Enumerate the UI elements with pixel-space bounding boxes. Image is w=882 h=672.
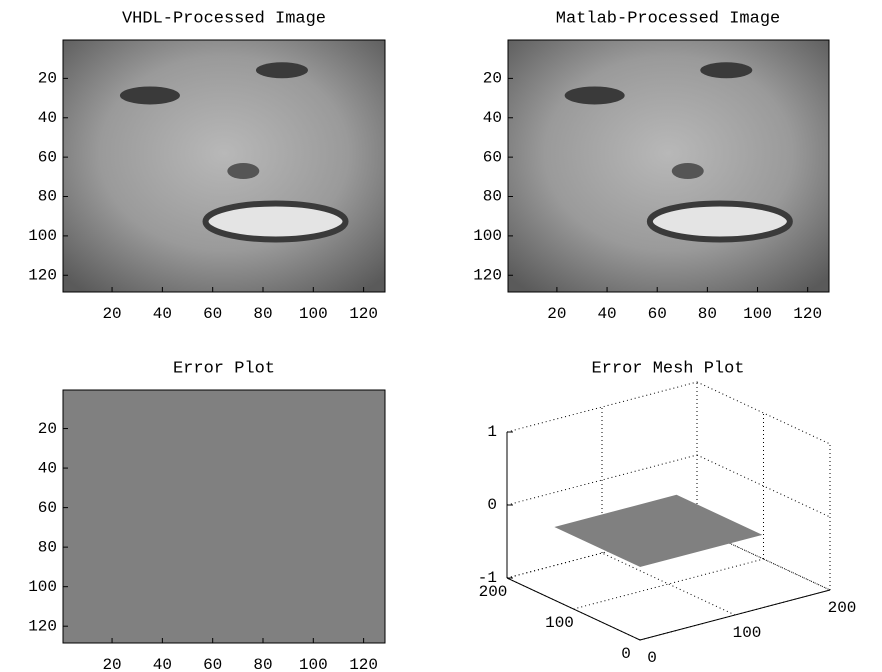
y-tick-label: 20: [38, 70, 57, 88]
x-tick-label: 0: [647, 649, 657, 667]
x-tick-label: 120: [349, 656, 378, 672]
y-tick-label: 120: [28, 266, 57, 284]
image-nose: [227, 163, 259, 179]
grid-line: [602, 553, 735, 615]
image-eye: [120, 86, 180, 104]
z-tick-label: 1: [487, 423, 497, 441]
image: [508, 40, 829, 292]
x-tick-label: 20: [102, 656, 121, 672]
x-tick-label: 80: [253, 305, 272, 323]
z-tick-label: 0: [487, 496, 497, 514]
y-tick-label: 20: [483, 70, 502, 88]
y-tick-label: 60: [38, 499, 57, 517]
y-tick-label: 120: [28, 617, 57, 635]
y-tick-label: 120: [473, 266, 502, 284]
x-tick-label: 100: [299, 305, 328, 323]
figure: 2040608010012020406080100120VHDL-Process…: [0, 0, 882, 672]
x-tick-label: 60: [203, 305, 222, 323]
y-tick-label: 80: [38, 538, 57, 556]
image-eye: [700, 62, 752, 78]
x-tick-label: 120: [793, 305, 822, 323]
y-tick-label: 0: [621, 645, 631, 663]
image: [63, 40, 385, 292]
y-tick-label: 80: [38, 188, 57, 206]
grid-line: [574, 559, 764, 609]
image: [63, 390, 385, 643]
x-tick-label: 60: [648, 305, 667, 323]
chart-title: Error Mesh Plot: [591, 359, 744, 378]
z-tick-label: -1: [478, 569, 497, 587]
x-tick-label: 20: [102, 305, 121, 323]
x-tick-label: 80: [253, 656, 272, 672]
x-tick-label: 100: [733, 624, 762, 642]
y-tick-label: 40: [38, 459, 57, 477]
y-tick-label: 100: [545, 614, 574, 632]
image-nose: [672, 163, 704, 179]
x-tick-label: 40: [153, 656, 172, 672]
x-tick-label: 100: [299, 656, 328, 672]
y-tick-label: 60: [38, 148, 57, 166]
x-tick-label: 200: [828, 599, 857, 617]
image-mouth: [650, 203, 790, 239]
image-eye: [565, 86, 625, 104]
y-tick-label: 100: [28, 578, 57, 596]
chart-title: VHDL-Processed Image: [122, 9, 326, 28]
x-tick-label: 40: [597, 305, 616, 323]
x-tick-label: 80: [698, 305, 717, 323]
image-eye: [256, 62, 308, 78]
y-tick-label: 40: [483, 109, 502, 127]
y-tick-label: 60: [483, 148, 502, 166]
chart-title: Error Plot: [173, 359, 275, 378]
mesh-surface: [556, 495, 761, 566]
y-tick-label: 20: [38, 420, 57, 438]
x-tick-label: 60: [203, 656, 222, 672]
y-tick-label: 100: [473, 227, 502, 245]
x-tick-label: 100: [743, 305, 772, 323]
x-tick-label: 20: [547, 305, 566, 323]
y-tick-label: 40: [38, 109, 57, 127]
y-tick-label: 100: [28, 227, 57, 245]
x-tick-label: 120: [349, 305, 378, 323]
x-tick-label: 40: [153, 305, 172, 323]
y-tick-label: 80: [483, 188, 502, 206]
chart-title: Matlab-Processed Image: [556, 9, 780, 28]
image-mouth: [206, 203, 346, 239]
